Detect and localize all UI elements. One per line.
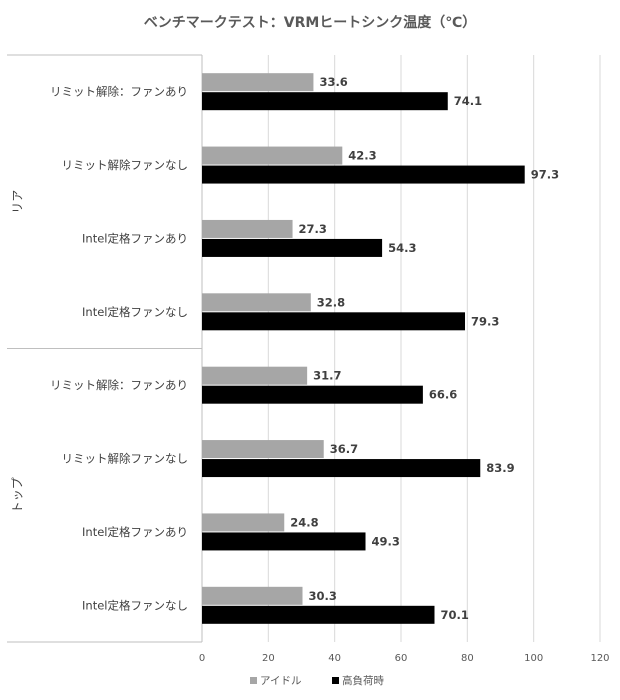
x-tick-label: 100: [524, 653, 543, 664]
category-label: リミット解除：ファンあり: [50, 378, 188, 392]
category-label: Intel定格ファンあり: [82, 525, 188, 539]
data-label: 70.1: [440, 608, 468, 622]
data-label: 79.3: [471, 314, 499, 328]
x-tick-label: 120: [590, 653, 609, 664]
x-tick-label: 0: [199, 653, 205, 664]
bar-idle: [202, 293, 311, 312]
data-label: 74.1: [454, 94, 482, 108]
data-labels: 33.6 74.1 42.3 97.3 27.3 54.3 32.8 79.3 31.7 66.6…: [290, 75, 559, 622]
x-tick-label: 20: [262, 653, 275, 664]
legend: アイドル 高負荷時: [250, 674, 384, 687]
x-axis-ticks: 0 20 40 60 80 100 120: [199, 653, 610, 664]
data-label: 31.7: [313, 369, 341, 383]
bar-load: [202, 312, 466, 331]
chart-title: ベンチマークテスト：VRMヒートシンク温度（℃）: [144, 14, 477, 31]
data-label: 42.3: [348, 149, 376, 163]
data-label: 24.8: [290, 515, 318, 529]
bar-idle: [202, 440, 324, 459]
legend-label: アイドル: [260, 675, 301, 687]
bar-load: [202, 532, 366, 551]
bar-load: [202, 385, 423, 404]
data-label: 27.3: [299, 222, 327, 236]
bar-load: [202, 238, 383, 257]
bar-idle: [202, 513, 285, 532]
bar-load: [202, 92, 448, 111]
data-label: 49.3: [372, 534, 400, 548]
data-label: 66.6: [429, 388, 457, 402]
x-tick-label: 60: [395, 653, 408, 664]
bar-idle: [202, 73, 314, 92]
data-label: 97.3: [531, 168, 559, 182]
bars: [202, 73, 525, 624]
data-label: 30.3: [308, 589, 336, 603]
category-label: Intel定格ファンなし: [82, 305, 188, 319]
x-tick-label: 40: [328, 653, 341, 664]
group-label: リア: [11, 190, 25, 214]
data-label: 33.6: [319, 75, 347, 89]
category-label: リミット解除：ファンあり: [50, 85, 188, 99]
group-label: トップ: [11, 477, 25, 513]
data-label: 54.3: [388, 241, 416, 255]
data-label: 36.7: [330, 442, 358, 456]
bar-idle: [202, 219, 293, 238]
legend-swatch: [250, 677, 257, 684]
category-label: Intel定格ファンなし: [82, 598, 188, 612]
grid-lines: [201, 55, 601, 642]
data-label: 32.8: [317, 295, 345, 309]
category-label: リミット解除ファンなし: [62, 452, 189, 466]
category-label: リミット解除ファンなし: [62, 158, 189, 172]
bar-load: [202, 165, 525, 184]
bar-idle: [202, 366, 308, 385]
legend-swatch: [332, 677, 339, 684]
bar-idle: [202, 146, 343, 165]
category-label: Intel定格ファンあり: [82, 231, 188, 245]
bar-load: [202, 459, 481, 478]
category-axis: リアリミット解除：ファンありリミット解除ファンなしIntel定格ファンありInt…: [7, 54, 203, 643]
bar-idle: [202, 586, 303, 605]
x-tick-label: 80: [461, 653, 474, 664]
legend-label: 高負荷時: [342, 674, 384, 687]
data-label: 83.9: [486, 461, 514, 475]
bar-load: [202, 605, 435, 624]
